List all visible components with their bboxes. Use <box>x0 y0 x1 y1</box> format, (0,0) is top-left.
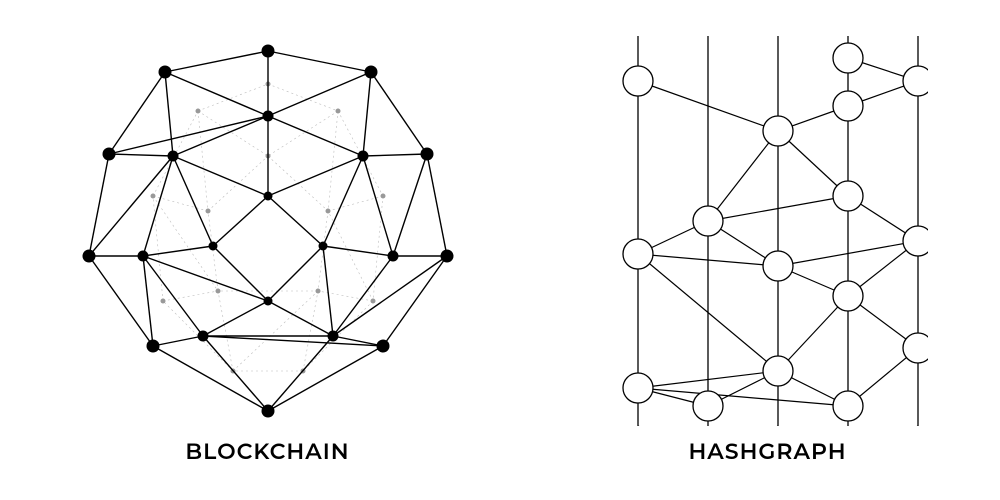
blockchain-svg <box>73 36 463 426</box>
blockchain-diagram <box>73 36 463 426</box>
blockchain-label: BLOCKCHAIN <box>185 438 349 465</box>
comparison-container: BLOCKCHAIN HASHGRAPH <box>0 0 1000 500</box>
hashgraph-diagram <box>608 36 928 426</box>
blockchain-panel: BLOCKCHAIN <box>73 36 463 465</box>
hashgraph-svg <box>608 36 928 426</box>
hashgraph-label: HASHGRAPH <box>688 438 846 465</box>
hashgraph-panel: HASHGRAPH <box>608 36 928 465</box>
